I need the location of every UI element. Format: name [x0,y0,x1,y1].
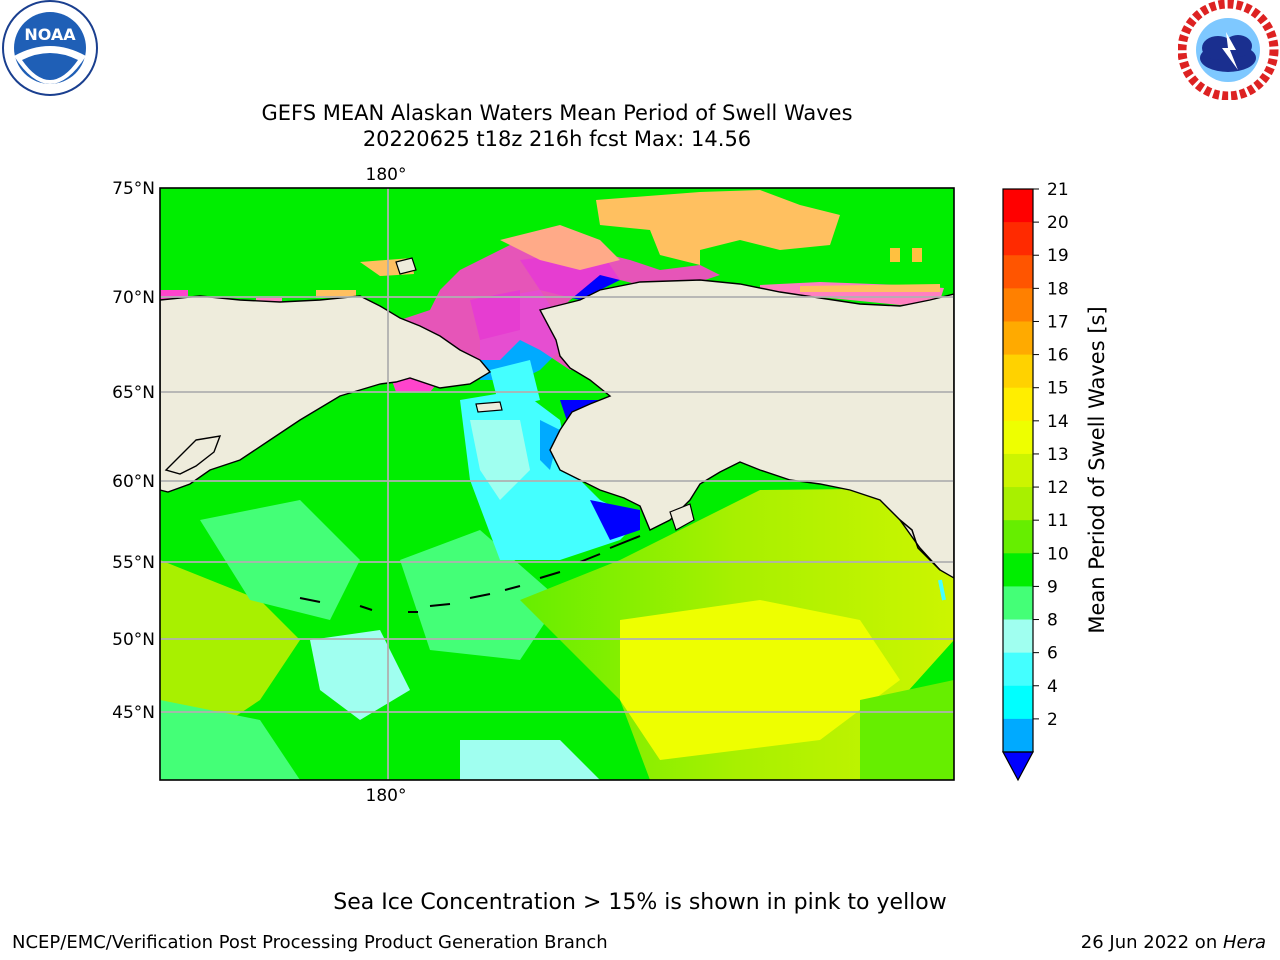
lon-label-bottom: 180° [366,786,407,806]
nws-logo-icon [1178,0,1279,100]
colorbar-tick-label: 9 [1047,577,1058,597]
aleutian-islands [299,535,641,613]
ocean-swell-patch [310,630,410,720]
lat-label-45n: 45°N [112,703,155,723]
sea-ice-edge [316,290,356,298]
sea-ice-note: Sea Ice Concentration > 15% is shown in … [333,890,947,915]
credit-date-text: 26 Jun 2022 on [1080,932,1223,953]
coastal-swell [938,579,946,601]
colorbar-segment [1003,321,1033,356]
colorbar-segment [1003,487,1033,521]
noaa-logo-icon: NOAA [2,0,98,96]
colorbar-tick-label: 19 [1047,246,1069,266]
plot-title: GEFS MEAN Alaskan Waters Mean Period of … [140,100,974,152]
colorbar-extend-arrow [1001,751,1035,782]
colorbar-segment [1003,685,1033,720]
colorbar-tick-label: 11 [1047,511,1069,531]
colorbar-segment [1003,288,1033,322]
latitude-labels: 75°N 70°N 65°N 60°N 55°N 50°N 45°N [112,179,155,723]
colorbar-frame [1002,188,1034,753]
bering-strait-swell [490,360,540,410]
colorbar-tick-label: 2 [1047,710,1058,730]
colorbar-tick-label: 4 [1047,677,1058,697]
colorbar [1001,188,1035,782]
colorbar-segment [1003,652,1033,687]
colorbar-tick-label: 10 [1047,544,1069,564]
colorbar-tick-label: 8 [1047,611,1058,631]
colorbar-tick-label: 15 [1047,379,1069,399]
ocean-swell-patch [860,680,954,780]
colorbar-segment [1003,420,1033,455]
land-wrangel-island [395,257,417,275]
coastal-low-swell [540,420,560,470]
colorbar-segment [1003,586,1033,621]
land-kamchatka-north [164,435,222,475]
colorbar-tick-labels: 21 20 19 18 17 16 15 14 13 12 11 10 9 8 6 4 2 [1033,180,1069,730]
ocean-swell-patch [160,700,300,780]
colorbar-tick-label: 20 [1047,213,1069,233]
lat-label-70n: 70°N [112,288,155,308]
title-line-1: GEFS MEAN Alaskan Waters Mean Period of … [261,101,853,125]
credit-date: 26 Jun 2022 on Hera [1081,932,1266,953]
colorbar-segment [1003,453,1033,488]
title-line-2: 20220625 t18z 216h fcst Max: 14.56 [362,127,752,151]
colorbar-segment [1003,553,1033,587]
sea-ice-zone [400,230,720,370]
colorbar-segment [1003,222,1033,256]
colorbar-tick-label: 14 [1047,412,1069,432]
colorbar-tick-label: 17 [1047,312,1069,332]
colorbar-tick-label: 13 [1047,445,1069,465]
land-st-lawrence-island [475,401,503,413]
colorbar-tick-label: 18 [1047,279,1069,299]
lat-label-50n: 50°N [112,630,155,650]
sea-ice-edge [800,284,940,292]
lat-label-55n: 55°N [112,553,155,573]
sea-ice-zone [500,225,620,270]
colorbar-segment [1003,520,1033,554]
sea-ice-edge [890,248,900,262]
colorbar-tick-label: 12 [1047,478,1069,498]
ocean-swell-patch [200,500,360,620]
colorbar-segment [1003,718,1033,753]
map-frame [159,187,955,781]
bristol-bay-low-swell [590,500,640,540]
credit-branch: NCEP/EMC/Verification Post Processing Pr… [12,932,608,953]
colorbar-segment [1003,255,1033,289]
map-area [160,188,954,780]
ocean-swell-patch [460,740,600,780]
lon-label-top: 180° [366,165,407,185]
lat-label-60n: 60°N [112,472,155,492]
sea-ice-edge [596,190,840,265]
colorbar-segment [1003,354,1033,389]
land-kodiak-island [669,503,695,531]
se-alaska-coast [899,519,941,571]
lat-label-75n: 75°N [112,179,155,199]
sea-ice-edge [912,248,922,262]
noaa-logo-text: NOAA [24,25,76,44]
colorbar-segment [1003,619,1033,654]
graticule [160,188,954,780]
colorbar-tick-label: 6 [1047,644,1058,664]
colorbar-segment [1003,387,1033,422]
credit-host: Hera [1222,932,1266,953]
colorbar-tick-label: 21 [1047,180,1069,200]
bering-sea-swell [470,420,530,500]
colorbar-segment [1003,189,1033,223]
ocean-swell-east-max [620,600,900,760]
land-siberia [160,295,492,493]
colorbar-label: Mean Period of Swell Waves [s] [1085,306,1109,633]
lat-label-65n: 65°N [112,383,155,403]
colorbar-tick-label: 16 [1047,346,1069,366]
